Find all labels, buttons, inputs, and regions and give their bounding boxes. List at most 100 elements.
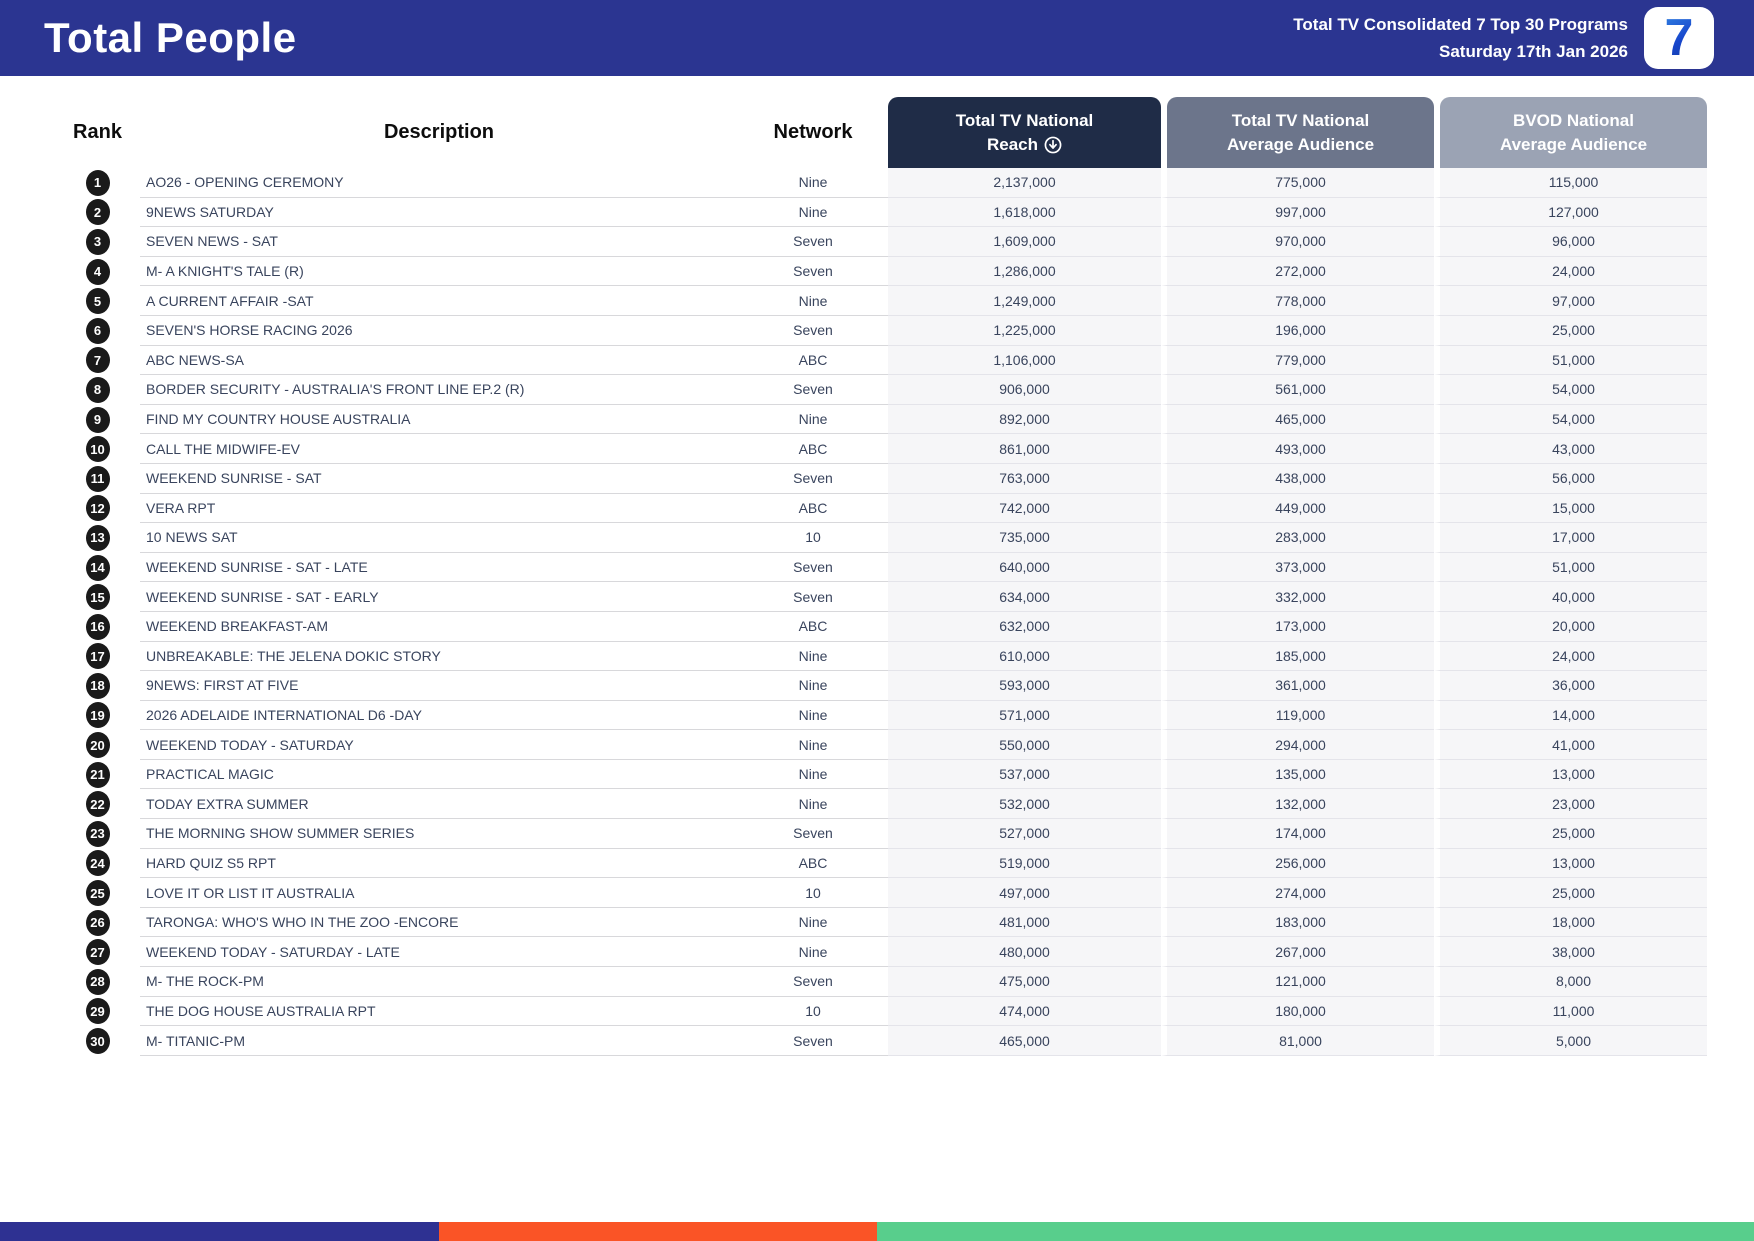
program-network: Seven [738,819,888,849]
table-row: 23 THE MORNING SHOW SUMMER SERIES Seven … [55,819,1707,849]
program-network: Nine [738,789,888,820]
program-network: 10 [738,878,888,908]
program-description: TARONGA: WHO'S WHO IN THE ZOO -ENCORE [140,908,738,938]
program-network: Nine [738,642,888,672]
table-row: 26 TARONGA: WHO'S WHO IN THE ZOO -ENCORE… [55,907,1707,938]
table-row: 2 9NEWS SATURDAY Nine 1,618,000 997,000 … [55,197,1707,228]
total-tv-national-average-audience-value: 970,000 [1161,227,1434,257]
rank-badge: 9 [85,406,110,433]
rank-badge: 6 [85,317,110,344]
total-tv-national-average-audience-value: 121,000 [1161,967,1434,997]
bvod-national-average-audience-value: 23,000 [1434,789,1707,820]
total-tv-national-reach-value: 593,000 [888,671,1161,701]
report-title: Total TV Consolidated 7 Top 30 Programs [1293,15,1628,34]
total-tv-national-reach-value: 550,000 [888,730,1161,760]
bvod-header-line1: BVOD National [1513,110,1634,130]
column-header-total-tv-national-reach[interactable]: Total TV National Reach [888,97,1161,168]
rank-badge: 30 [85,1028,110,1055]
table-row: 8 BORDER SECURITY - AUSTRALIA'S FRONT LI… [55,375,1707,405]
table-row: 21 PRACTICAL MAGIC Nine 537,000 135,000 … [55,759,1707,790]
bvod-national-average-audience-value: 38,000 [1434,937,1707,968]
rank-badge: 24 [85,850,110,877]
total-tv-national-average-audience-value: 173,000 [1161,611,1434,642]
table-row: 5 A CURRENT AFFAIR -SAT Nine 1,249,000 7… [55,286,1707,316]
program-description: CALL THE MIDWIFE-EV [140,434,738,464]
total-tv-national-reach-value: 640,000 [888,552,1161,583]
total-tv-national-average-audience-value: 196,000 [1161,315,1434,346]
avg-header-line1: Total TV National [1231,110,1370,130]
total-tv-national-reach-value: 1,286,000 [888,256,1161,287]
bvod-national-average-audience-value: 5,000 [1434,1026,1707,1056]
total-tv-national-average-audience-value: 438,000 [1161,463,1434,494]
bvod-national-average-audience-value: 51,000 [1434,552,1707,583]
program-network: Seven [738,1026,888,1056]
total-tv-national-reach-value: 480,000 [888,937,1161,968]
programs-table: Rank Description Network Total TV Nation… [55,97,1707,1056]
program-description: WEEKEND SUNRISE - SAT - LATE [140,553,738,583]
column-header-rank: Rank [55,97,140,168]
total-tv-national-reach-value: 1,249,000 [888,286,1161,316]
total-tv-national-average-audience-value: 449,000 [1161,493,1434,524]
report-date: Saturday 17th Jan 2026 [1439,42,1628,61]
program-description: THE DOG HOUSE AUSTRALIA RPT [140,997,738,1027]
rank-badge: 7 [85,347,110,374]
program-description: WEEKEND BREAKFAST-AM [140,612,738,642]
table-row: 24 HARD QUIZ S5 RPT ABC 519,000 256,000 … [55,848,1707,879]
rank-badge: 14 [85,554,110,581]
rank-badge: 26 [85,909,110,936]
program-network: ABC [738,612,888,642]
rank-badge: 5 [85,288,110,315]
program-description: WEEKEND TODAY - SATURDAY [140,730,738,760]
program-description: M- A KNIGHT'S TALE (R) [140,257,738,287]
bvod-national-average-audience-value: 41,000 [1434,730,1707,760]
total-tv-national-reach-value: 892,000 [888,404,1161,435]
table-row: 22 TODAY EXTRA SUMMER Nine 532,000 132,0… [55,789,1707,820]
rank-badge: 16 [85,613,110,640]
table-row: 18 9NEWS: FIRST AT FIVE Nine 593,000 361… [55,671,1707,701]
column-header-network: Network [738,97,888,168]
program-network: Nine [738,701,888,731]
rank-badge: 10 [85,436,110,463]
bvod-national-average-audience-value: 97,000 [1434,286,1707,316]
total-tv-national-average-audience-value: 561,000 [1161,375,1434,405]
footer-color-bar [0,1222,1754,1241]
total-tv-national-reach-value: 2,137,000 [888,168,1161,198]
table-row: 16 WEEKEND BREAKFAST-AM ABC 632,000 173,… [55,611,1707,642]
total-tv-national-average-audience-value: 274,000 [1161,878,1434,908]
footer-bar-segment-2 [438,1222,877,1241]
total-tv-national-reach-value: 742,000 [888,493,1161,524]
rank-badge: 1 [85,169,110,196]
program-description: VERA RPT [140,494,738,524]
program-network: Seven [738,257,888,287]
column-header-bvod-national-average-audience[interactable]: BVOD National Average Audience [1440,97,1707,168]
bvod-national-average-audience-value: 11,000 [1434,996,1707,1027]
table-row: 25 LOVE IT OR LIST IT AUSTRALIA 10 497,0… [55,878,1707,908]
total-tv-national-reach-value: 735,000 [888,523,1161,553]
program-description: THE MORNING SHOW SUMMER SERIES [140,819,738,849]
total-tv-national-reach-value: 634,000 [888,582,1161,612]
table-row: 15 WEEKEND SUNRISE - SAT - EARLY Seven 6… [55,582,1707,612]
program-description: 2026 ADELAIDE INTERNATIONAL D6 -DAY [140,701,738,731]
total-tv-national-average-audience-value: 775,000 [1161,168,1434,198]
bvod-national-average-audience-value: 25,000 [1434,878,1707,908]
total-tv-national-average-audience-value: 997,000 [1161,197,1434,228]
bvod-national-average-audience-value: 40,000 [1434,582,1707,612]
table-row: 19 2026 ADELAIDE INTERNATIONAL D6 -DAY N… [55,700,1707,731]
rank-badge: 20 [85,732,110,759]
total-tv-national-reach-value: 475,000 [888,967,1161,997]
bvod-national-average-audience-value: 18,000 [1434,907,1707,938]
rank-badge: 4 [85,258,110,285]
program-network: Seven [738,582,888,612]
bvod-national-average-audience-value: 24,000 [1434,256,1707,287]
total-tv-national-reach-value: 481,000 [888,907,1161,938]
column-header-total-tv-national-average-audience[interactable]: Total TV National Average Audience [1167,97,1434,168]
bvod-national-average-audience-value: 51,000 [1434,345,1707,376]
table-row: 11 WEEKEND SUNRISE - SAT Seven 763,000 4… [55,463,1707,494]
program-network: Seven [738,464,888,494]
total-tv-national-reach-value: 610,000 [888,641,1161,672]
program-description: PRACTICAL MAGIC [140,760,738,790]
table-row: 9 FIND MY COUNTRY HOUSE AUSTRALIA Nine 8… [55,404,1707,435]
total-tv-national-reach-value: 861,000 [888,434,1161,464]
program-network: Nine [738,937,888,968]
total-tv-national-average-audience-value: 361,000 [1161,671,1434,701]
